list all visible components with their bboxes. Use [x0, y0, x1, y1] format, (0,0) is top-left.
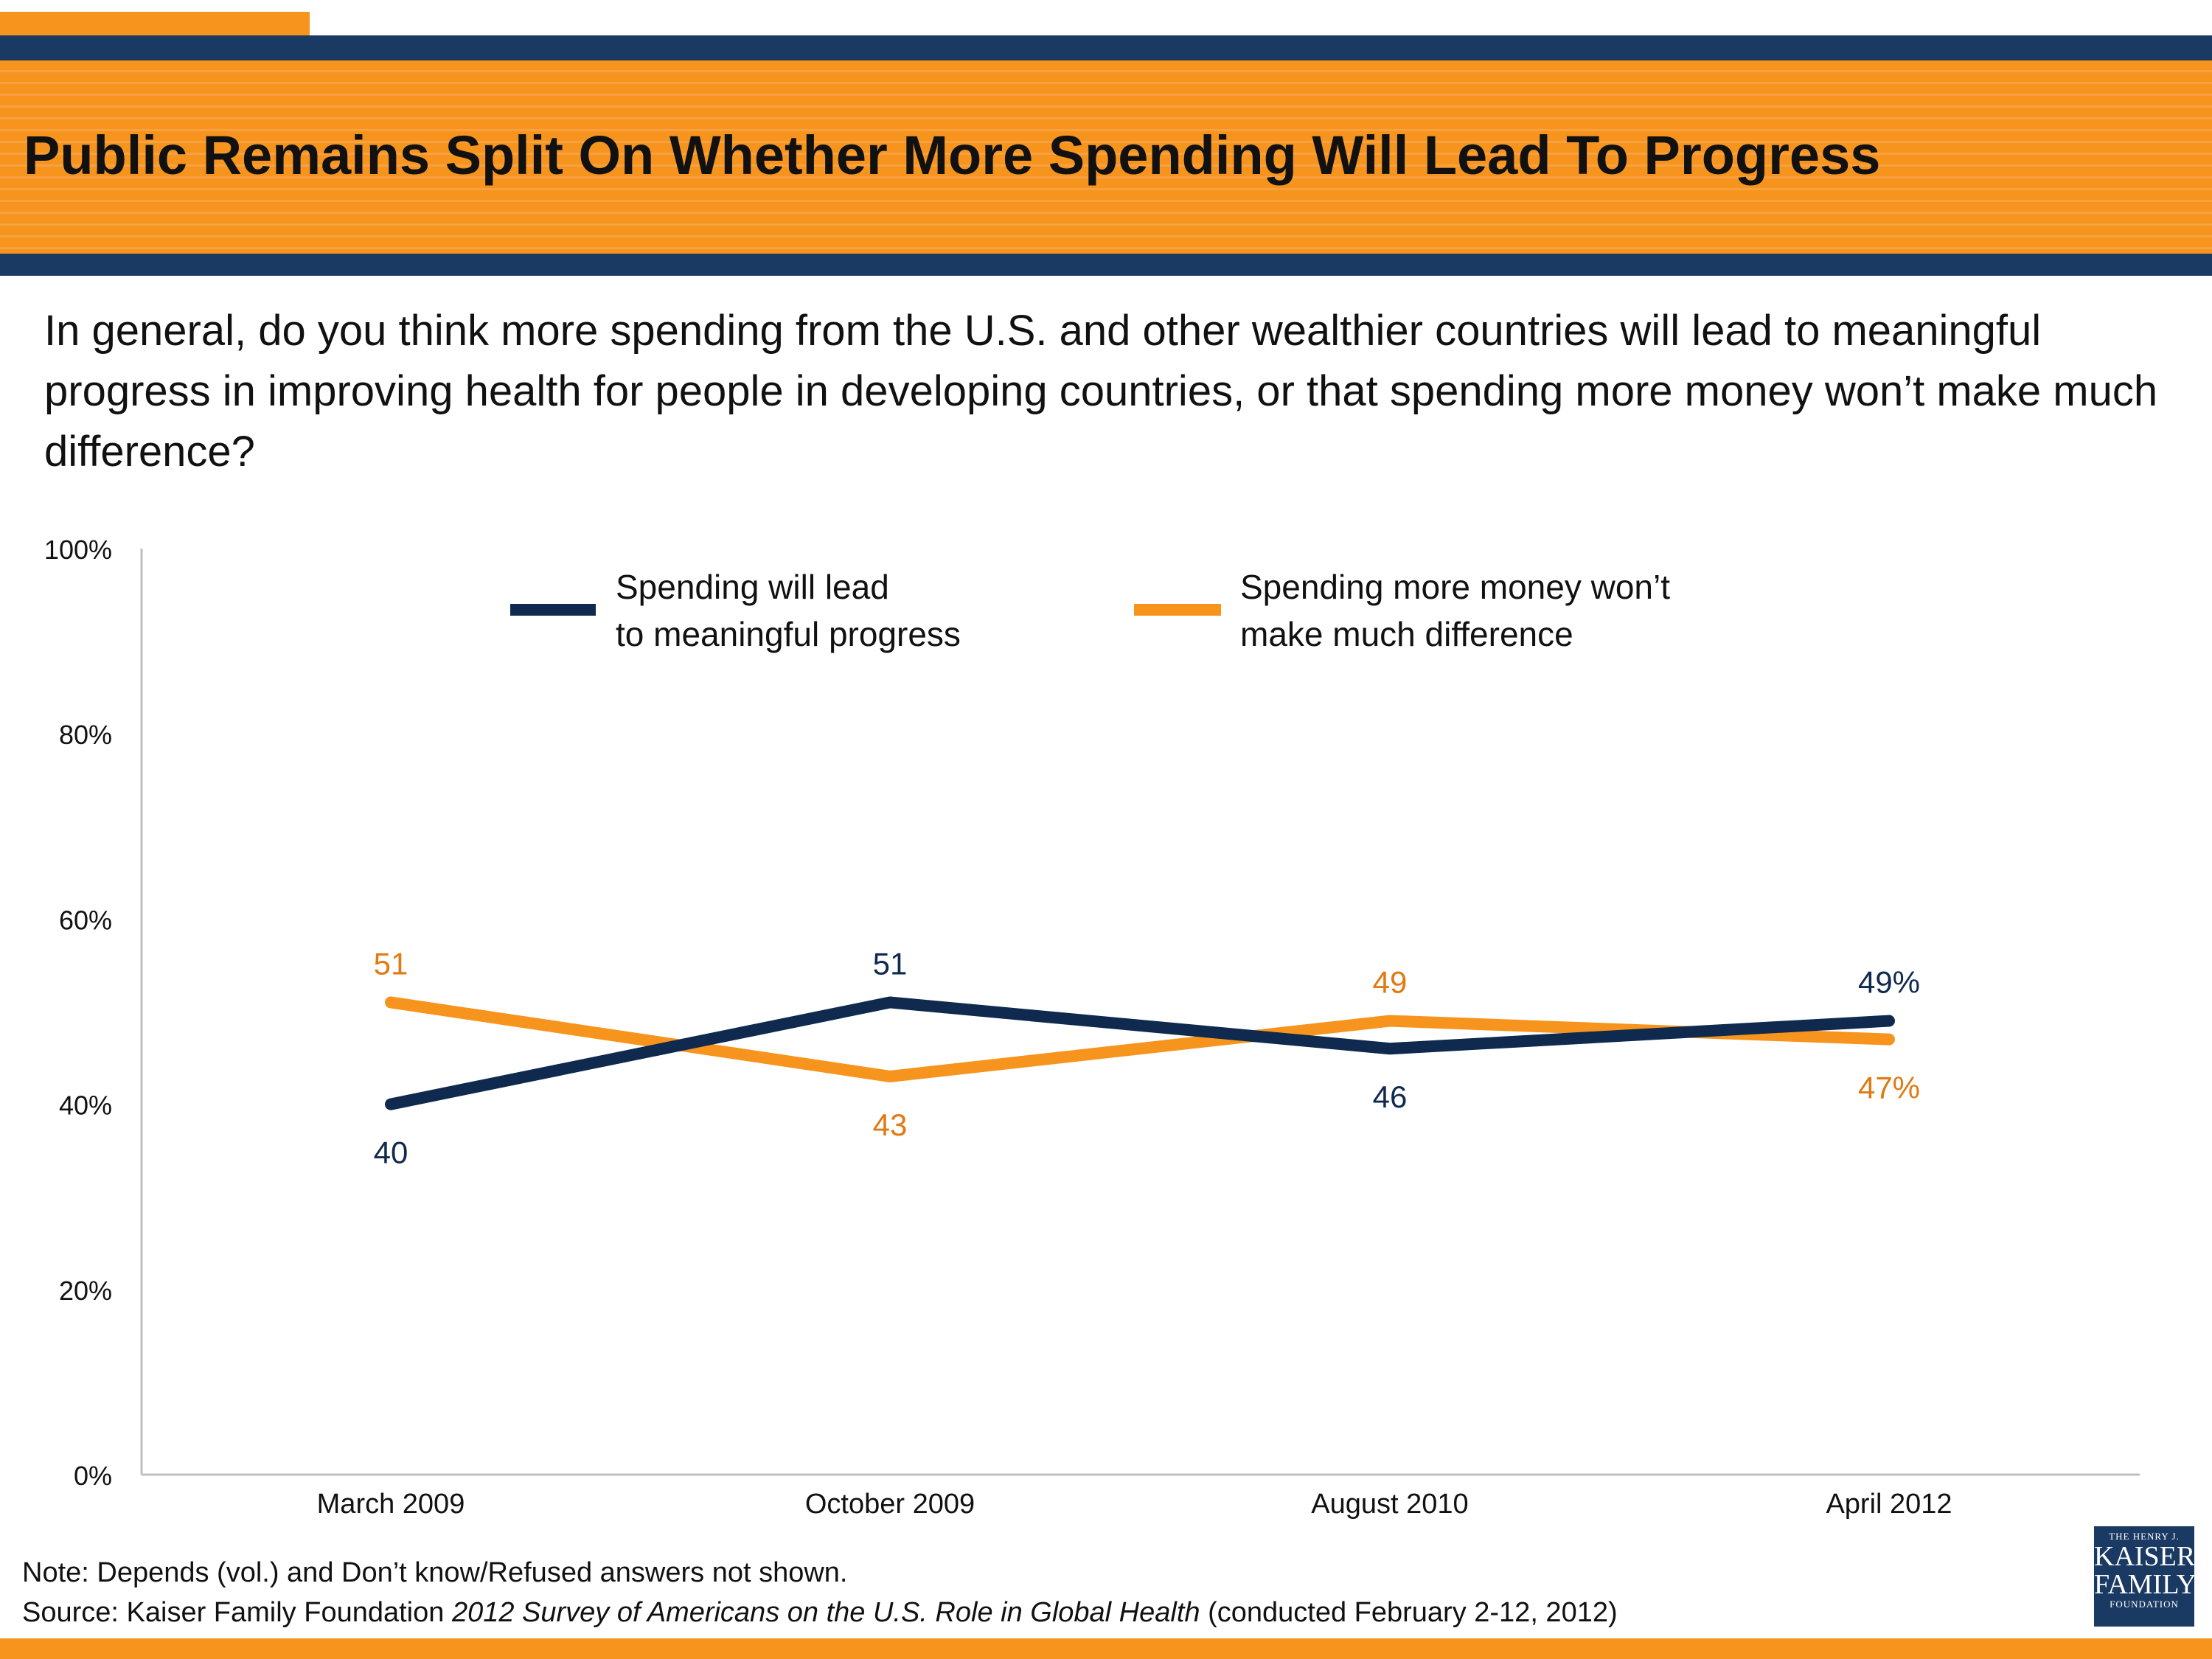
x-tick-label: October 2009 [805, 1489, 975, 1520]
header-accent-tab [0, 12, 310, 38]
kff-logo: THE HENRY J. KAISER FAMILY FOUNDATION [2094, 1526, 2197, 1627]
y-tick-label: 80% [59, 720, 112, 750]
data-label: 46 [1373, 1079, 1408, 1114]
series-line-1 [385, 996, 1895, 1082]
data-label: 49% [1858, 965, 1920, 1000]
data-label: 49 [1373, 965, 1408, 1000]
footer-bar [0, 1638, 2212, 1659]
data-label: 43 [873, 1107, 908, 1142]
source-suffix: (conducted February 2-12, 2012) [1200, 1597, 1618, 1628]
logo-line-2: KAISER [2094, 1541, 2196, 1572]
source-title: 2012 Survey of Americans on the U.S. Rol… [451, 1597, 1200, 1628]
data-label: 51 [873, 946, 908, 981]
logo-line-1: THE HENRY J. [2109, 1531, 2180, 1542]
data-label: 47% [1858, 1071, 1920, 1105]
y-tick-label: 100% [44, 535, 112, 565]
y-tick-label: 0% [74, 1461, 112, 1491]
y-tick-label: 20% [59, 1276, 112, 1306]
y-tick-label: 60% [59, 905, 112, 935]
source-line: Source: Kaiser Family Foundation 2012 Su… [22, 1597, 1618, 1629]
survey-question: In general, do you think more spending f… [44, 307, 2158, 476]
legend-label-no-difference: Spending more money won’t make much diff… [1240, 568, 1670, 653]
data-label: 40 [374, 1135, 408, 1170]
slide-title: Public Remains Split On Whether More Spe… [24, 125, 1881, 186]
x-tick-label: August 2010 [1311, 1489, 1468, 1520]
header-navy-stripe [0, 35, 2212, 60]
y-tick-label: 40% [59, 1091, 112, 1121]
x-tick-label: April 2012 [1826, 1489, 1952, 1520]
title-band [0, 60, 2212, 254]
footnote: Note: Depends (vol.) and Don’t know/Refu… [22, 1557, 848, 1588]
logo-line-3: FAMILY [2094, 1569, 2197, 1600]
source-prefix: Source: Kaiser Family Foundation [22, 1597, 452, 1628]
series-line-0 [385, 996, 1895, 1110]
legend-label-progress: Spending will lead to meaningful progres… [616, 568, 961, 653]
title-band-bottom-stripe [0, 254, 2212, 276]
data-label: 51 [374, 946, 408, 981]
logo-line-4: FOUNDATION [2110, 1599, 2179, 1610]
x-tick-label: March 2009 [317, 1489, 465, 1520]
